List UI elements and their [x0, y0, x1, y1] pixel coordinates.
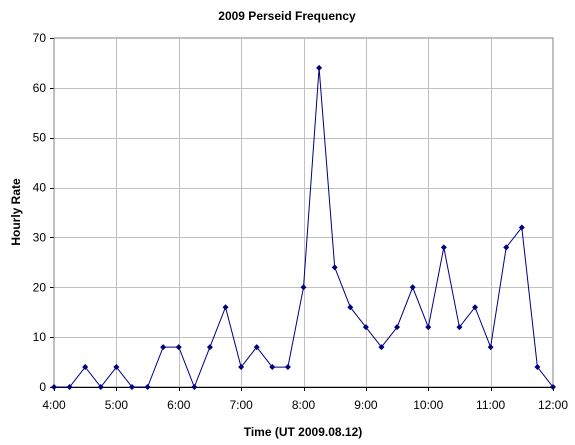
y-tick-label: 40 — [33, 181, 47, 195]
x-tick-label: 9:00 — [354, 398, 378, 412]
x-tick-label: 7:00 — [229, 398, 253, 412]
y-tick-label: 50 — [33, 131, 47, 145]
y-tick-label: 0 — [39, 380, 46, 394]
data-point — [66, 384, 73, 390]
x-tick-label: 5:00 — [105, 398, 129, 412]
data-point — [238, 364, 245, 371]
data-point — [222, 304, 229, 311]
data-point — [487, 344, 494, 351]
x-tick-label: 10:00 — [413, 398, 443, 412]
y-tick-label: 10 — [33, 330, 47, 344]
data-point — [503, 244, 510, 251]
data-point — [144, 384, 151, 390]
data-point — [97, 384, 104, 390]
data-point — [113, 364, 120, 371]
y-tick-label: 20 — [33, 280, 47, 294]
data-point — [550, 384, 556, 390]
y-tick-label: 30 — [33, 230, 47, 244]
data-point — [316, 64, 323, 71]
series — [51, 64, 556, 390]
data-point — [378, 344, 385, 351]
data-point — [175, 344, 182, 351]
data-point — [191, 384, 198, 390]
y-axis-label: Hourly Rate — [9, 178, 23, 246]
y-tick-label: 60 — [33, 81, 47, 95]
x-tick-label: 11:00 — [476, 398, 505, 412]
x-tick-label: 4:00 — [42, 398, 66, 412]
data-point — [160, 344, 167, 351]
data-point — [518, 224, 525, 231]
data-point — [409, 284, 416, 291]
data-point — [472, 304, 479, 311]
data-point — [82, 364, 89, 371]
data-point — [362, 324, 369, 331]
data-point — [51, 384, 57, 390]
data-point — [269, 364, 276, 371]
data-point — [347, 304, 354, 311]
chart-title: 2009 Perseid Frequency — [218, 9, 356, 23]
data-point — [284, 364, 291, 371]
x-axis-label: Time (UT 2009.08.12) — [244, 425, 363, 439]
data-point — [300, 284, 307, 291]
data-point — [440, 244, 447, 251]
data-point — [456, 324, 463, 331]
x-tick-label: 12:00 — [538, 398, 568, 412]
x-tick-label: 6:00 — [167, 398, 191, 412]
data-point — [425, 324, 432, 331]
grid — [50, 38, 554, 391]
data-point — [206, 344, 213, 351]
data-point — [394, 324, 401, 331]
x-tick-label: 8:00 — [292, 398, 316, 412]
data-point — [331, 264, 338, 271]
data-point — [253, 344, 260, 351]
data-point — [128, 384, 135, 390]
tick-labels: 0 10 20 30 40 50 60 70 4:00 5:00 6:00 7:00 8:00 9:00 1… — [33, 31, 569, 412]
data-point — [534, 364, 541, 371]
y-tick-label: 70 — [33, 31, 47, 45]
plot-area — [53, 37, 554, 388]
